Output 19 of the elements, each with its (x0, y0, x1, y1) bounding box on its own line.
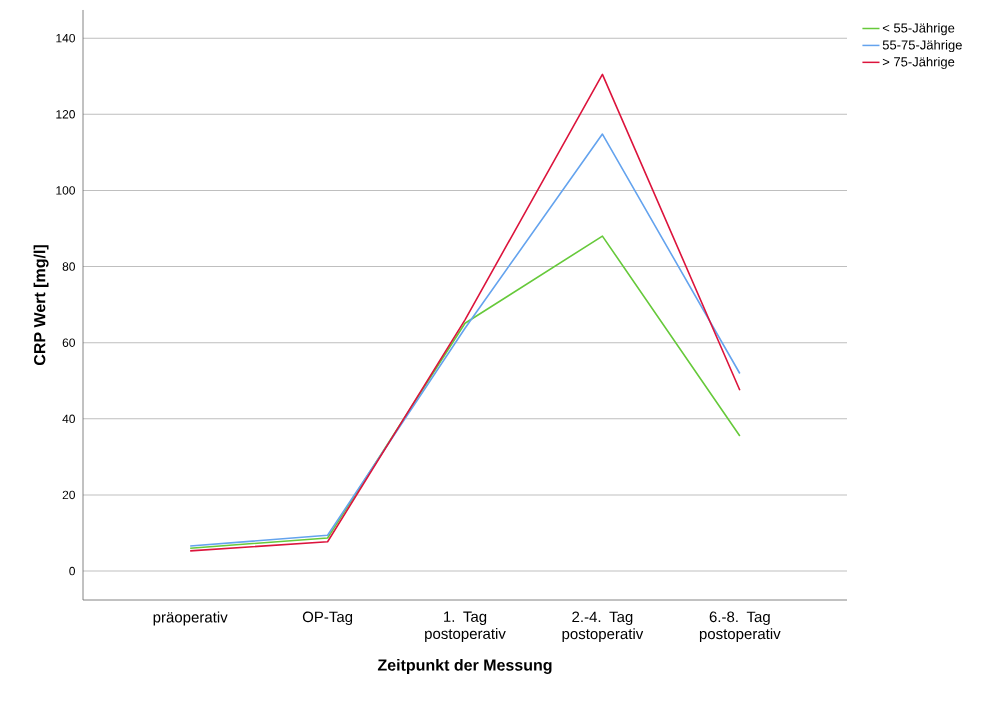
x-tick-label: 6.-8. Tag postoperativ (699, 611, 781, 643)
y-tick-label: 80 (62, 262, 75, 271)
legend-label: 55-75-Jährige (882, 39, 962, 53)
y-tick-label: 0 (69, 566, 76, 576)
x-tick-label: OP-Tag (302, 611, 353, 626)
x-axis-title: Zeitpunkt der Messung (377, 658, 552, 674)
x-tick-label: 2.-4. Tag postoperativ (562, 611, 644, 643)
y-tick-label: 120 (56, 110, 75, 119)
x-tick-label: präoperativ (153, 611, 228, 626)
legend-label: < 55-Jährige (882, 23, 955, 36)
x-tick-label: 1. Tag postoperativ (425, 611, 506, 642)
y-tick-label: 60 (62, 338, 75, 347)
y-tick-label: 140 (56, 33, 75, 43)
y-tick-label: 40 (62, 414, 75, 424)
y-axis-title: CRP Wert [mg/l] (33, 245, 49, 366)
y-tick-label: 100 (56, 186, 75, 195)
y-tick-label: 20 (62, 490, 75, 500)
legend-label: > 75-Jährige (882, 56, 955, 69)
line-series (189, 235, 741, 550)
